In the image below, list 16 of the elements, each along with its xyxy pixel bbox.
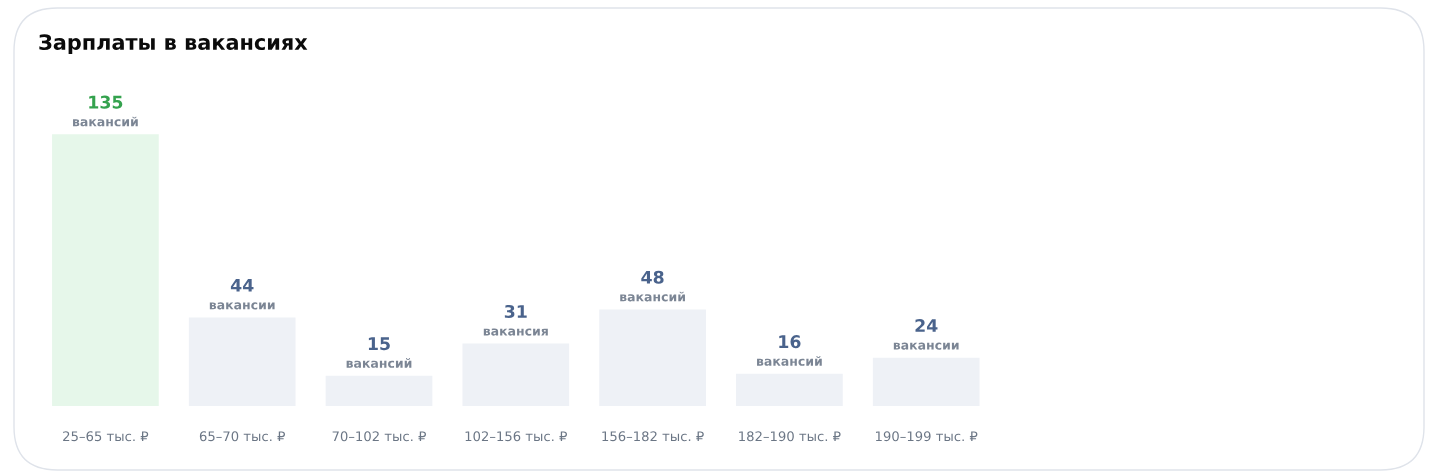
chart-title: Зарплаты в вакансиях — [39, 34, 308, 55]
bar — [52, 134, 159, 406]
x-tick-label: 156–182 тыс. ₽ — [602, 431, 704, 442]
x-tick-label: 102–156 тыс. ₽ — [465, 431, 567, 442]
data-label: 24 вакансии — [893, 318, 959, 350]
data-label: 44 вакансии — [209, 278, 275, 310]
data-label: 48 вакансий — [620, 270, 685, 302]
data-label: 31 вакансия — [483, 304, 548, 336]
x-tick-label: 25–65 тыс. ₽ — [63, 431, 149, 442]
x-tick-label: 182–190 тыс. ₽ — [739, 431, 841, 442]
data-label: 135 вакансий — [73, 95, 138, 127]
x-tick-label: 65–70 тыс. ₽ — [199, 431, 285, 442]
data-label: 16 вакансий — [757, 335, 822, 366]
data-label: 15 вакансий — [346, 337, 412, 368]
x-tick-label: 70–102 тыс. ₽ — [332, 431, 426, 442]
x-tick-label: 190–199 тыс. ₽ — [876, 431, 978, 442]
